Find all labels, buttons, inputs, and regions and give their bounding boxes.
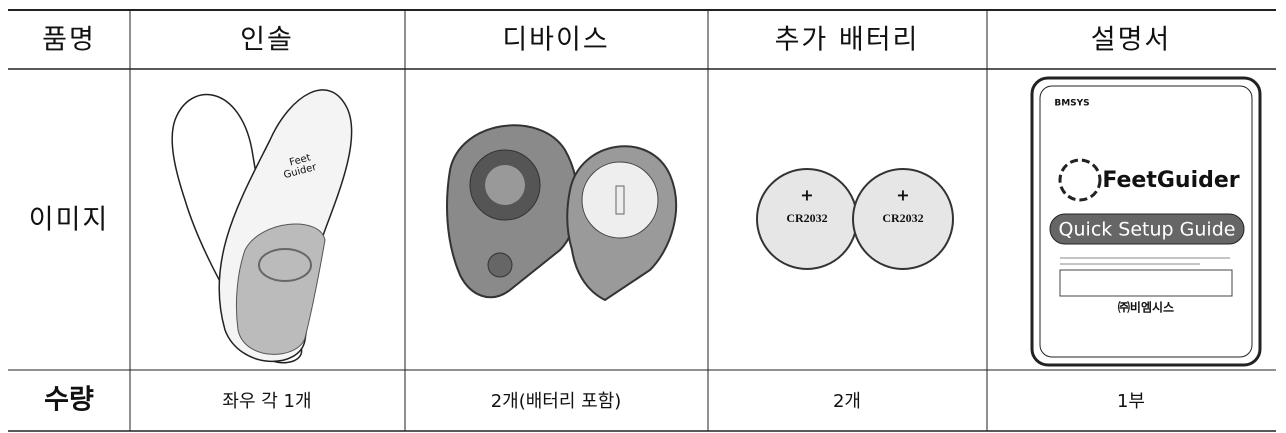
header-cell: 품명: [42, 25, 96, 56]
manual-brand: FeetGuider: [1102, 168, 1239, 193]
fine-print-table: [1059, 269, 1233, 297]
column-rules: [129, 10, 988, 431]
manual-company: BMSYS: [1054, 99, 1089, 109]
manual-fine-print: [1059, 257, 1233, 297]
row-label: 이미지: [29, 205, 110, 236]
battery: [852, 168, 954, 270]
row-label: 수량: [44, 385, 94, 416]
quantity-cell: 좌우 각 1개: [222, 391, 311, 412]
insole-image: Feet Guider: [171, 89, 353, 364]
header-cell: 디바이스: [502, 25, 609, 56]
manual-maker: ㈜비엠시스: [1118, 300, 1174, 315]
device-image: [446, 124, 678, 302]
insole-pad: [235, 223, 326, 355]
battery-image: + CR2032 + CR2032: [756, 168, 954, 270]
quantity-cell: 1부: [1117, 391, 1145, 412]
header-cell: 인솔: [240, 25, 294, 56]
manual-guide-pill: [1049, 213, 1245, 245]
battery-label: CR2032: [882, 211, 923, 225]
manual-logo: [1058, 158, 1102, 202]
manual-guide: Quick Setup Guide: [1059, 219, 1236, 241]
battery-sign: +: [800, 186, 813, 205]
quantity-cell: 2개: [833, 391, 861, 412]
header-cell: 추가 배터리: [775, 25, 920, 56]
insole-brand: Feet: [288, 152, 312, 168]
quantity-cell: 2개(배터리 포함): [491, 391, 622, 412]
battery-sign: +: [896, 186, 909, 205]
device-battery-slot: [581, 161, 659, 239]
manual-image: BMSYS FeetGuider Quick Setup Guide ㈜비엠시스: [1030, 76, 1262, 367]
device-slot-mark: [615, 185, 625, 215]
header-cell: 설명서: [1091, 25, 1172, 56]
device-button-inner: [485, 165, 525, 205]
battery-label: CR2032: [786, 211, 827, 225]
device-hole: [487, 252, 513, 278]
insole-sensor: [258, 248, 312, 282]
